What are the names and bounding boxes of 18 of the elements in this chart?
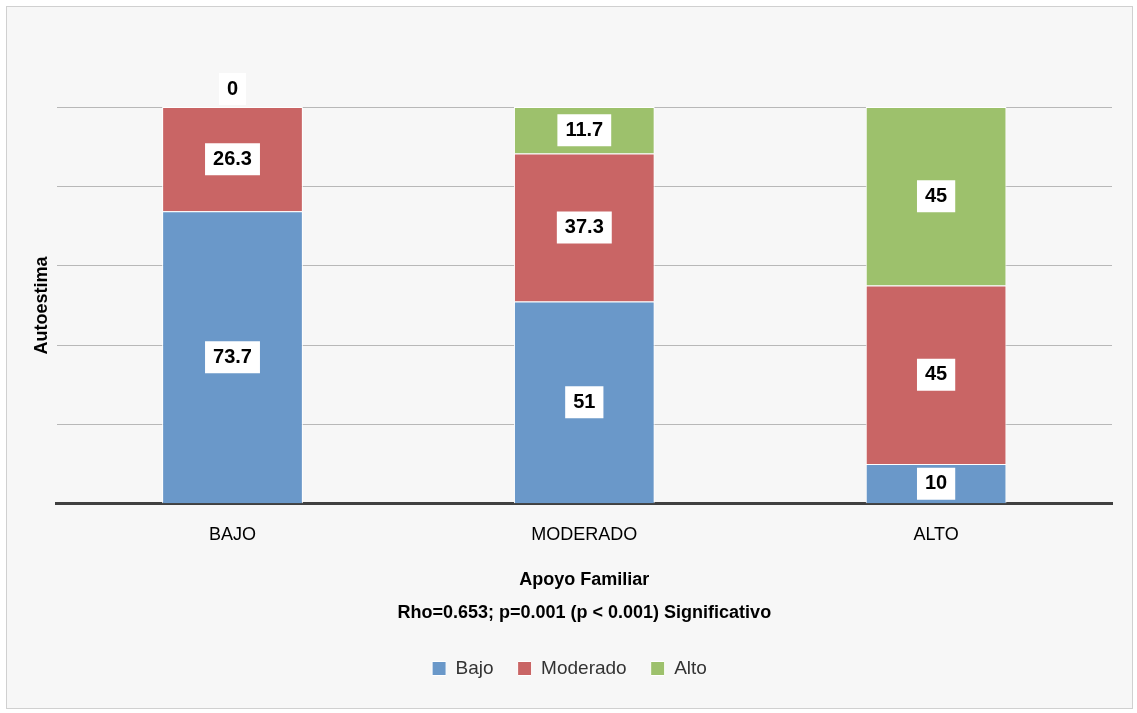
data-label: 0 xyxy=(226,76,239,99)
x-tick-label: MODERADO xyxy=(531,523,638,544)
x-axis-title: Apoyo Familiar xyxy=(519,569,650,590)
data-label: 51 xyxy=(573,389,596,412)
legend-label: Bajo xyxy=(455,656,494,678)
data-label: 10 xyxy=(924,471,948,494)
data-label: 37.3 xyxy=(564,214,604,237)
data-label: 45 xyxy=(924,362,948,385)
data-label: 73.7 xyxy=(213,344,252,367)
data-label: 45 xyxy=(924,183,948,206)
y-axis-title: Autoestima xyxy=(30,255,51,355)
text: Rho=0.653; p=0.001 (p < 0.001) Significativo xyxy=(397,601,772,622)
x-tick-label: ALTO xyxy=(913,523,959,544)
legend-label: Alto xyxy=(674,656,707,678)
x-tick-label: BAJO xyxy=(208,523,257,544)
data-label: 11.7 xyxy=(565,117,604,140)
data-label: 26.3 xyxy=(213,146,252,169)
legend-label: Moderado xyxy=(541,656,627,678)
